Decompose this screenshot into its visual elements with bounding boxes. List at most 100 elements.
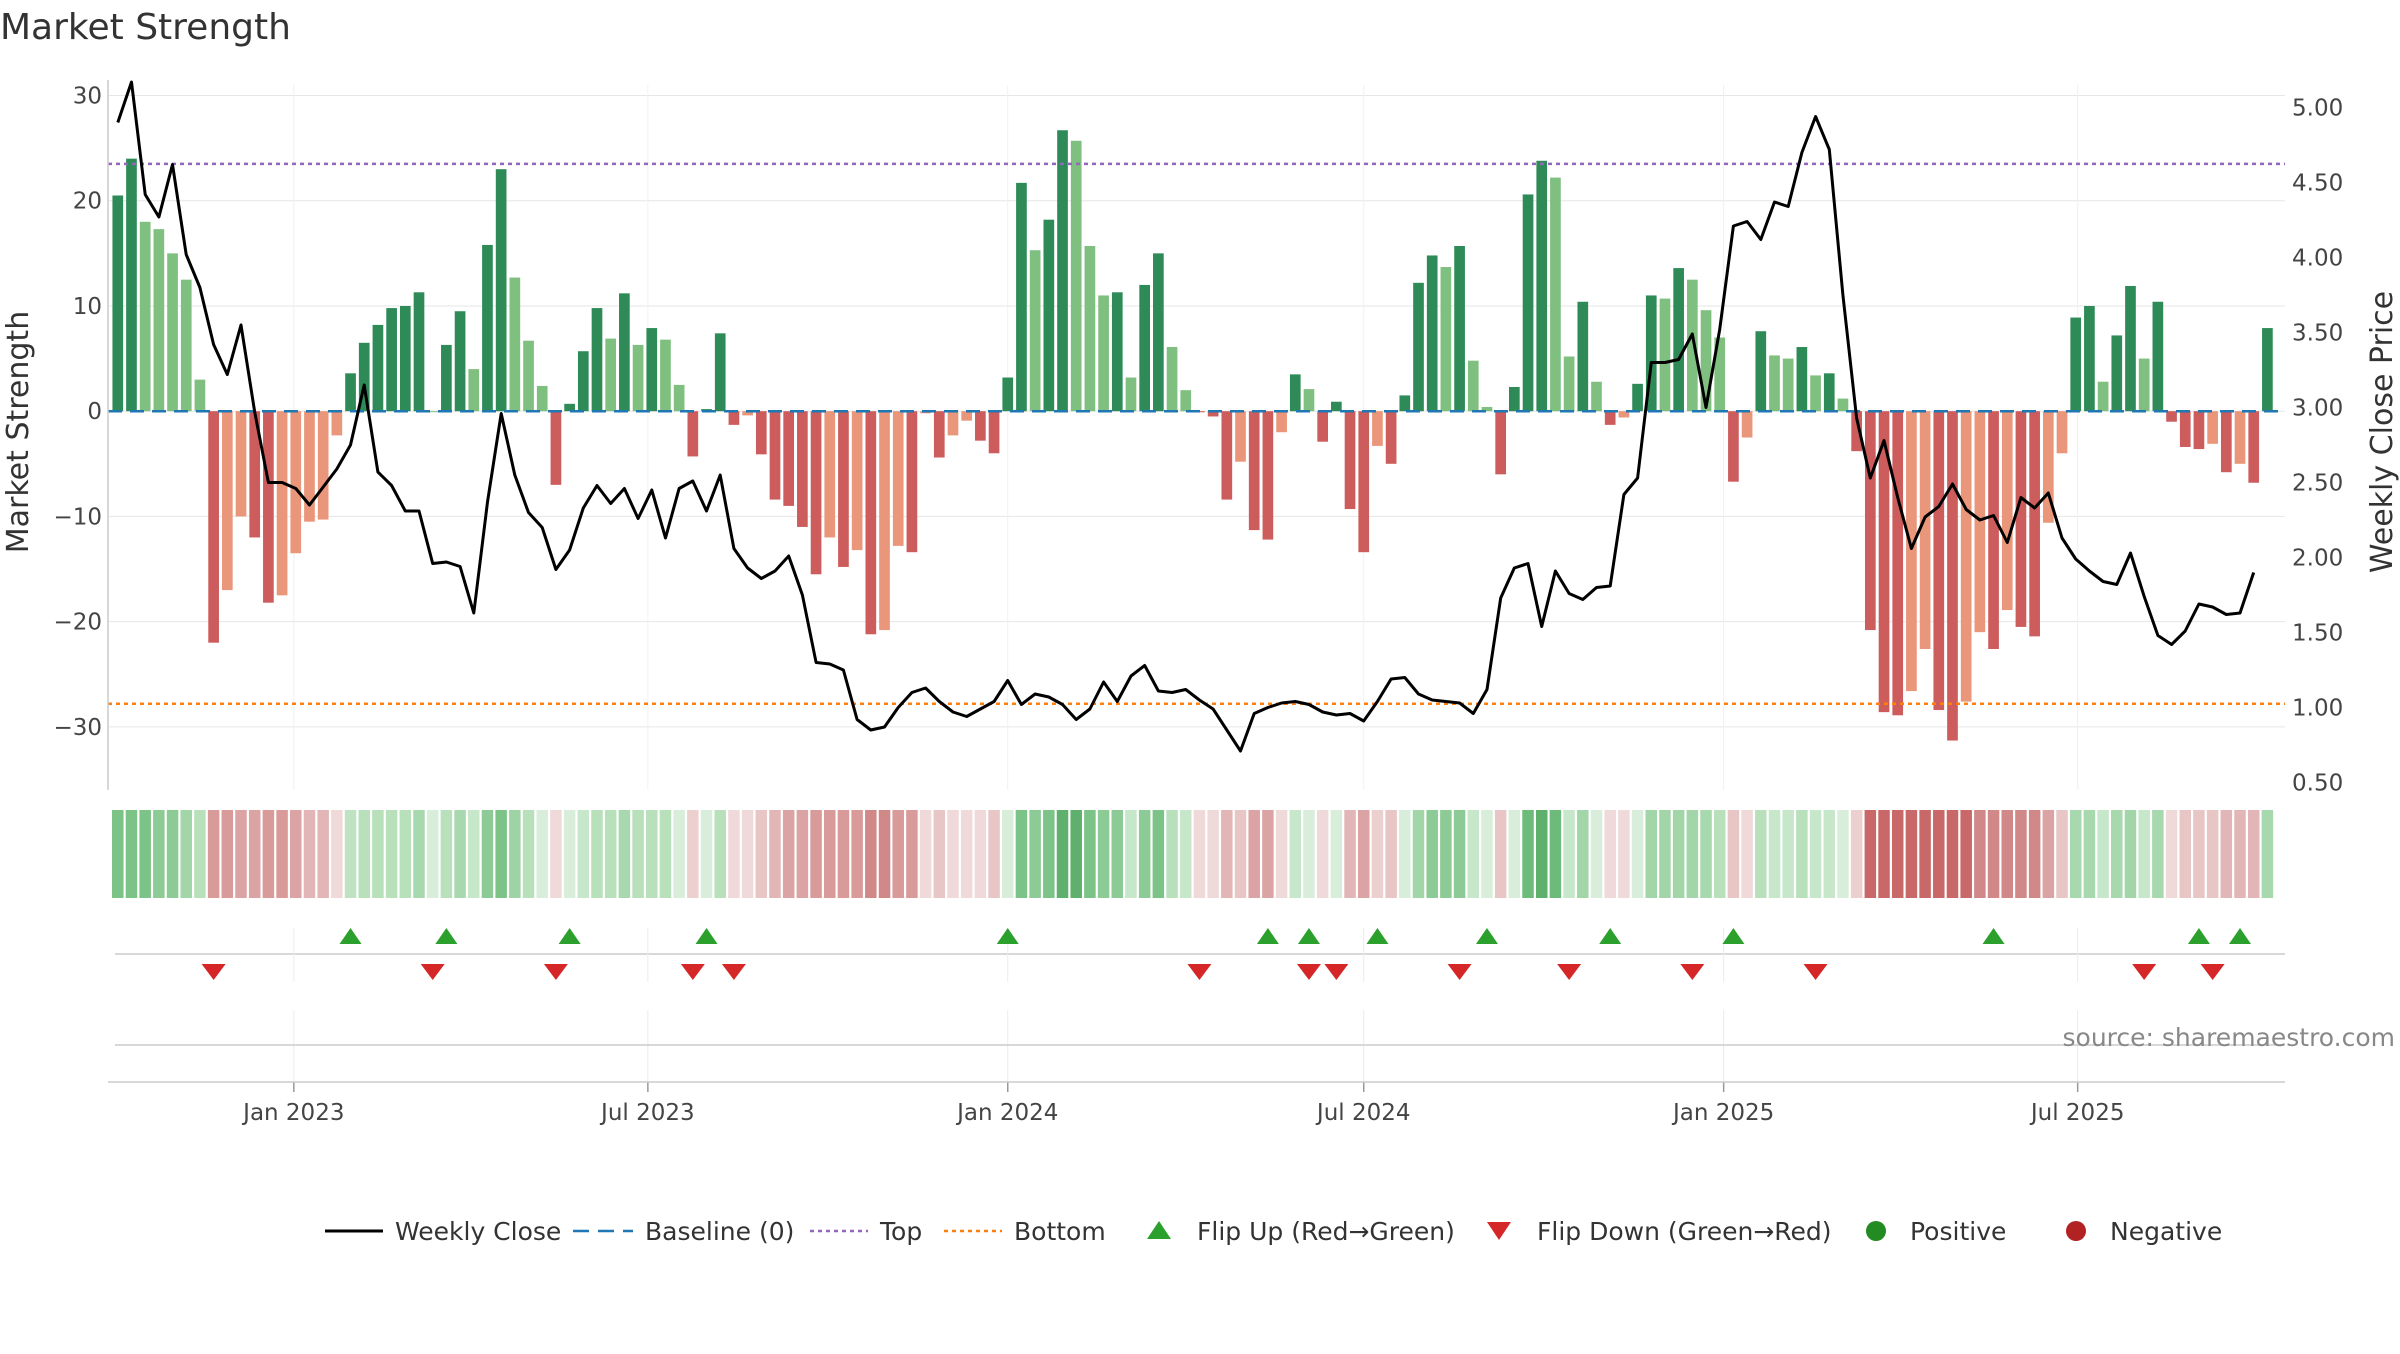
regime-cell — [632, 810, 644, 898]
strength-bar — [235, 411, 247, 517]
flip-down-marker — [2200, 964, 2225, 980]
strength-bar — [1960, 411, 1972, 702]
grid-layer — [108, 85, 2285, 790]
strength-bar — [482, 244, 493, 412]
regime-cell — [1097, 810, 1110, 898]
regime-cell — [1563, 810, 1575, 898]
strength-bar — [1769, 355, 1780, 412]
flip-down-marker — [1324, 964, 1349, 980]
strength-bar — [1823, 373, 1835, 412]
regime-cell — [1946, 810, 1959, 898]
strength-bar — [1098, 295, 1109, 412]
flip-up-marker — [1722, 928, 1745, 944]
strength-bar — [536, 385, 548, 412]
strength-bar — [892, 411, 904, 546]
strength-bar — [1892, 411, 1904, 716]
regime-cell — [1987, 810, 2000, 898]
strength-bar — [1810, 375, 1821, 412]
regime-cell — [1618, 810, 1630, 898]
regime-cell — [1686, 810, 1699, 898]
regime-cell — [454, 810, 466, 898]
strength-bar — [851, 411, 863, 551]
strength-bar — [1289, 374, 1301, 412]
y-tick-left: −20 — [53, 610, 102, 636]
regime-cell — [1577, 810, 1589, 898]
regime-cell — [1179, 810, 1192, 898]
regime-cell — [235, 810, 247, 898]
y-tick-right: 3.50 — [2292, 321, 2343, 347]
regime-cell — [1891, 810, 1904, 898]
reference-lines — [108, 162, 2285, 705]
strength-bar — [1536, 160, 1548, 412]
strength-bar — [2029, 411, 2040, 637]
regime-cell — [1713, 810, 1726, 898]
regime-cell — [2083, 810, 2096, 898]
regime-cell — [837, 810, 850, 898]
strength-bar — [413, 292, 425, 412]
regime-cell — [1809, 810, 1822, 898]
strength-bar — [2015, 411, 2027, 627]
regime-cell — [262, 810, 275, 898]
strength-bar — [2084, 305, 2095, 412]
regime-cell — [1412, 810, 1425, 898]
regime-cell — [1727, 810, 1740, 898]
regime-cell — [2220, 810, 2233, 898]
y-tick-left: 10 — [73, 294, 102, 320]
strength-bar — [304, 411, 315, 522]
y-tick-right: 3.00 — [2292, 396, 2343, 422]
regime-cell — [755, 810, 768, 898]
strength-bar — [1221, 411, 1233, 500]
regime-cell — [1974, 810, 1986, 898]
strength-bar — [755, 411, 767, 455]
strength-bar — [1577, 301, 1589, 412]
regime-cell — [2152, 810, 2164, 898]
regime-cell — [2001, 810, 2014, 898]
legend: Weekly Close Baseline (0) Top Bottom Flip Up… — [325, 1217, 2222, 1246]
strength-bar — [221, 411, 233, 591]
y-tick-left: 30 — [73, 84, 102, 110]
regime-cell — [1166, 810, 1178, 898]
strength-bar — [591, 308, 603, 412]
strength-bar — [824, 411, 836, 538]
strength-bar — [2097, 381, 2109, 412]
strength-bar — [1906, 411, 1917, 692]
regime-cell — [1125, 810, 1137, 898]
regime-cell — [974, 810, 987, 898]
flip-up-marker — [1366, 928, 1389, 944]
lower-panel: Jan 2023 Jul 2023 Jan 2024 Jul 2024 Jan 2025… — [108, 1010, 2285, 1126]
strength-bar — [1988, 411, 1999, 649]
regime-cell — [413, 810, 425, 898]
regime-cell — [1056, 810, 1069, 898]
regime-cell — [2138, 810, 2150, 898]
regime-cell — [139, 810, 151, 898]
legend-label: Baseline (0) — [645, 1217, 794, 1246]
regime-cell — [1001, 810, 1014, 898]
regime-cell — [468, 810, 480, 898]
strength-bar — [975, 411, 986, 441]
regime-cell — [372, 810, 384, 898]
strength-bar — [783, 411, 795, 506]
regime-strip — [112, 810, 2274, 898]
weekly-close-line — [116, 80, 2256, 753]
regime-cell — [440, 810, 453, 898]
strength-bar — [906, 411, 918, 553]
strength-bar — [1467, 360, 1479, 412]
strength-bar — [1372, 411, 1383, 446]
strength-bar — [1235, 411, 1246, 462]
flip-down-marker — [1803, 964, 1828, 980]
legend-label: Flip Down (Green→Red) — [1537, 1217, 1832, 1246]
regime-cell — [1631, 810, 1644, 898]
regime-cell — [700, 810, 713, 898]
strength-bar — [1782, 358, 1794, 412]
strength-bar — [194, 379, 206, 412]
y-tick-left: −30 — [53, 715, 102, 741]
regime-cell — [1111, 810, 1124, 898]
regime-cell — [1453, 810, 1466, 898]
strength-bar — [1522, 194, 1534, 412]
strength-bar — [2166, 411, 2177, 422]
weekly-close-polyline — [116, 80, 2256, 753]
regime-cell — [1467, 810, 1480, 898]
regime-cell — [2261, 810, 2274, 898]
regime-cell — [1549, 810, 1562, 898]
